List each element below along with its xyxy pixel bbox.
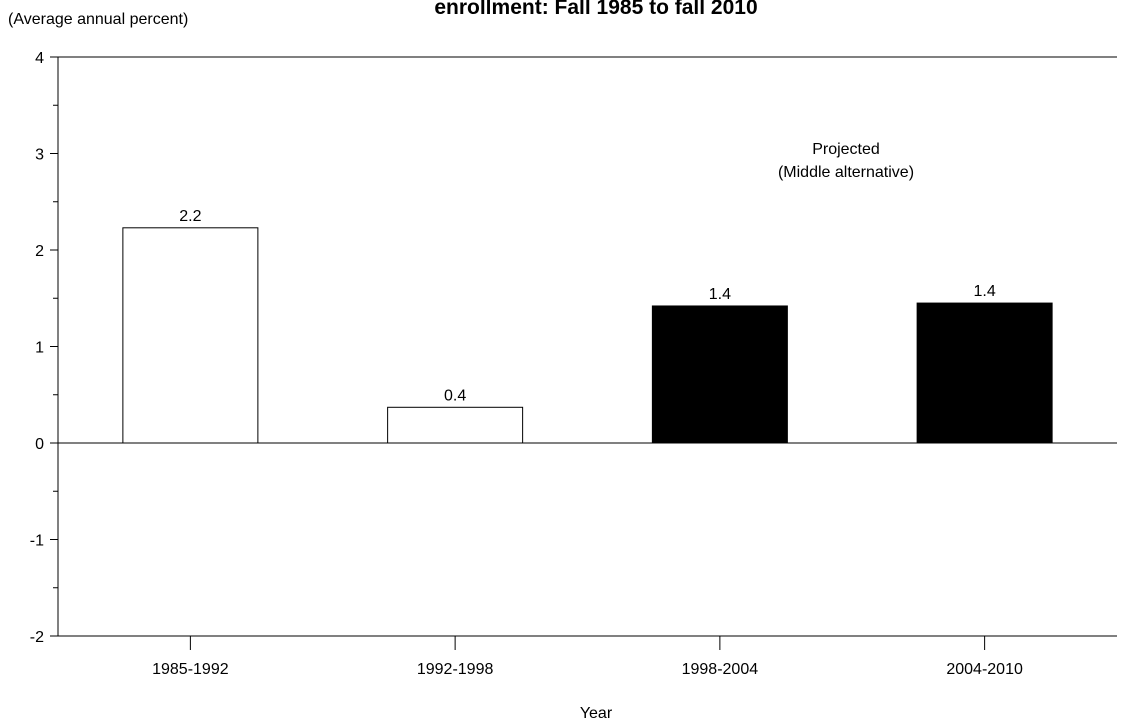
data-label: 1.4 (974, 283, 996, 300)
data-label: 0.4 (444, 387, 466, 404)
y-tick-label: 1 (35, 340, 44, 357)
data-label: 1.4 (709, 286, 731, 303)
y-tick-label: 2 (35, 243, 44, 260)
y-tick-label: 0 (35, 436, 44, 453)
x-tick-label: 2004-2010 (946, 661, 1023, 678)
x-tick-label: 1985-1992 (152, 661, 229, 678)
data-label: 2.2 (179, 208, 201, 225)
chart-title: enrollment: Fall 1985 to fall 2010 (434, 0, 757, 19)
y-tick-label: 4 (35, 50, 44, 67)
y-tick-label: -1 (30, 533, 44, 550)
projected-annotation-line-1: Projected (812, 141, 880, 158)
data-labels: 2.2 0.4 1.4 1.4 (179, 208, 996, 404)
x-axis: 1985-1992 1992-1998 1998-2004 2004-2010 (152, 636, 1023, 678)
y-tick-label: -2 (30, 629, 44, 646)
y-axis: 4 3 2 1 0 -1 -2 (30, 50, 58, 646)
projected-annotation-line-2: (Middle alternative) (778, 164, 914, 181)
bar (387, 406, 524, 444)
x-axis-label: Year (580, 705, 613, 722)
y-tick-label: 3 (35, 147, 44, 164)
x-tick-label: 1998-2004 (682, 661, 759, 678)
x-tick-label: 1992-1998 (417, 661, 494, 678)
bar (651, 305, 788, 444)
bar (916, 302, 1053, 444)
bar (122, 227, 259, 444)
y-axis-label: (Average annual percent) (8, 11, 188, 28)
bars (122, 227, 1053, 444)
